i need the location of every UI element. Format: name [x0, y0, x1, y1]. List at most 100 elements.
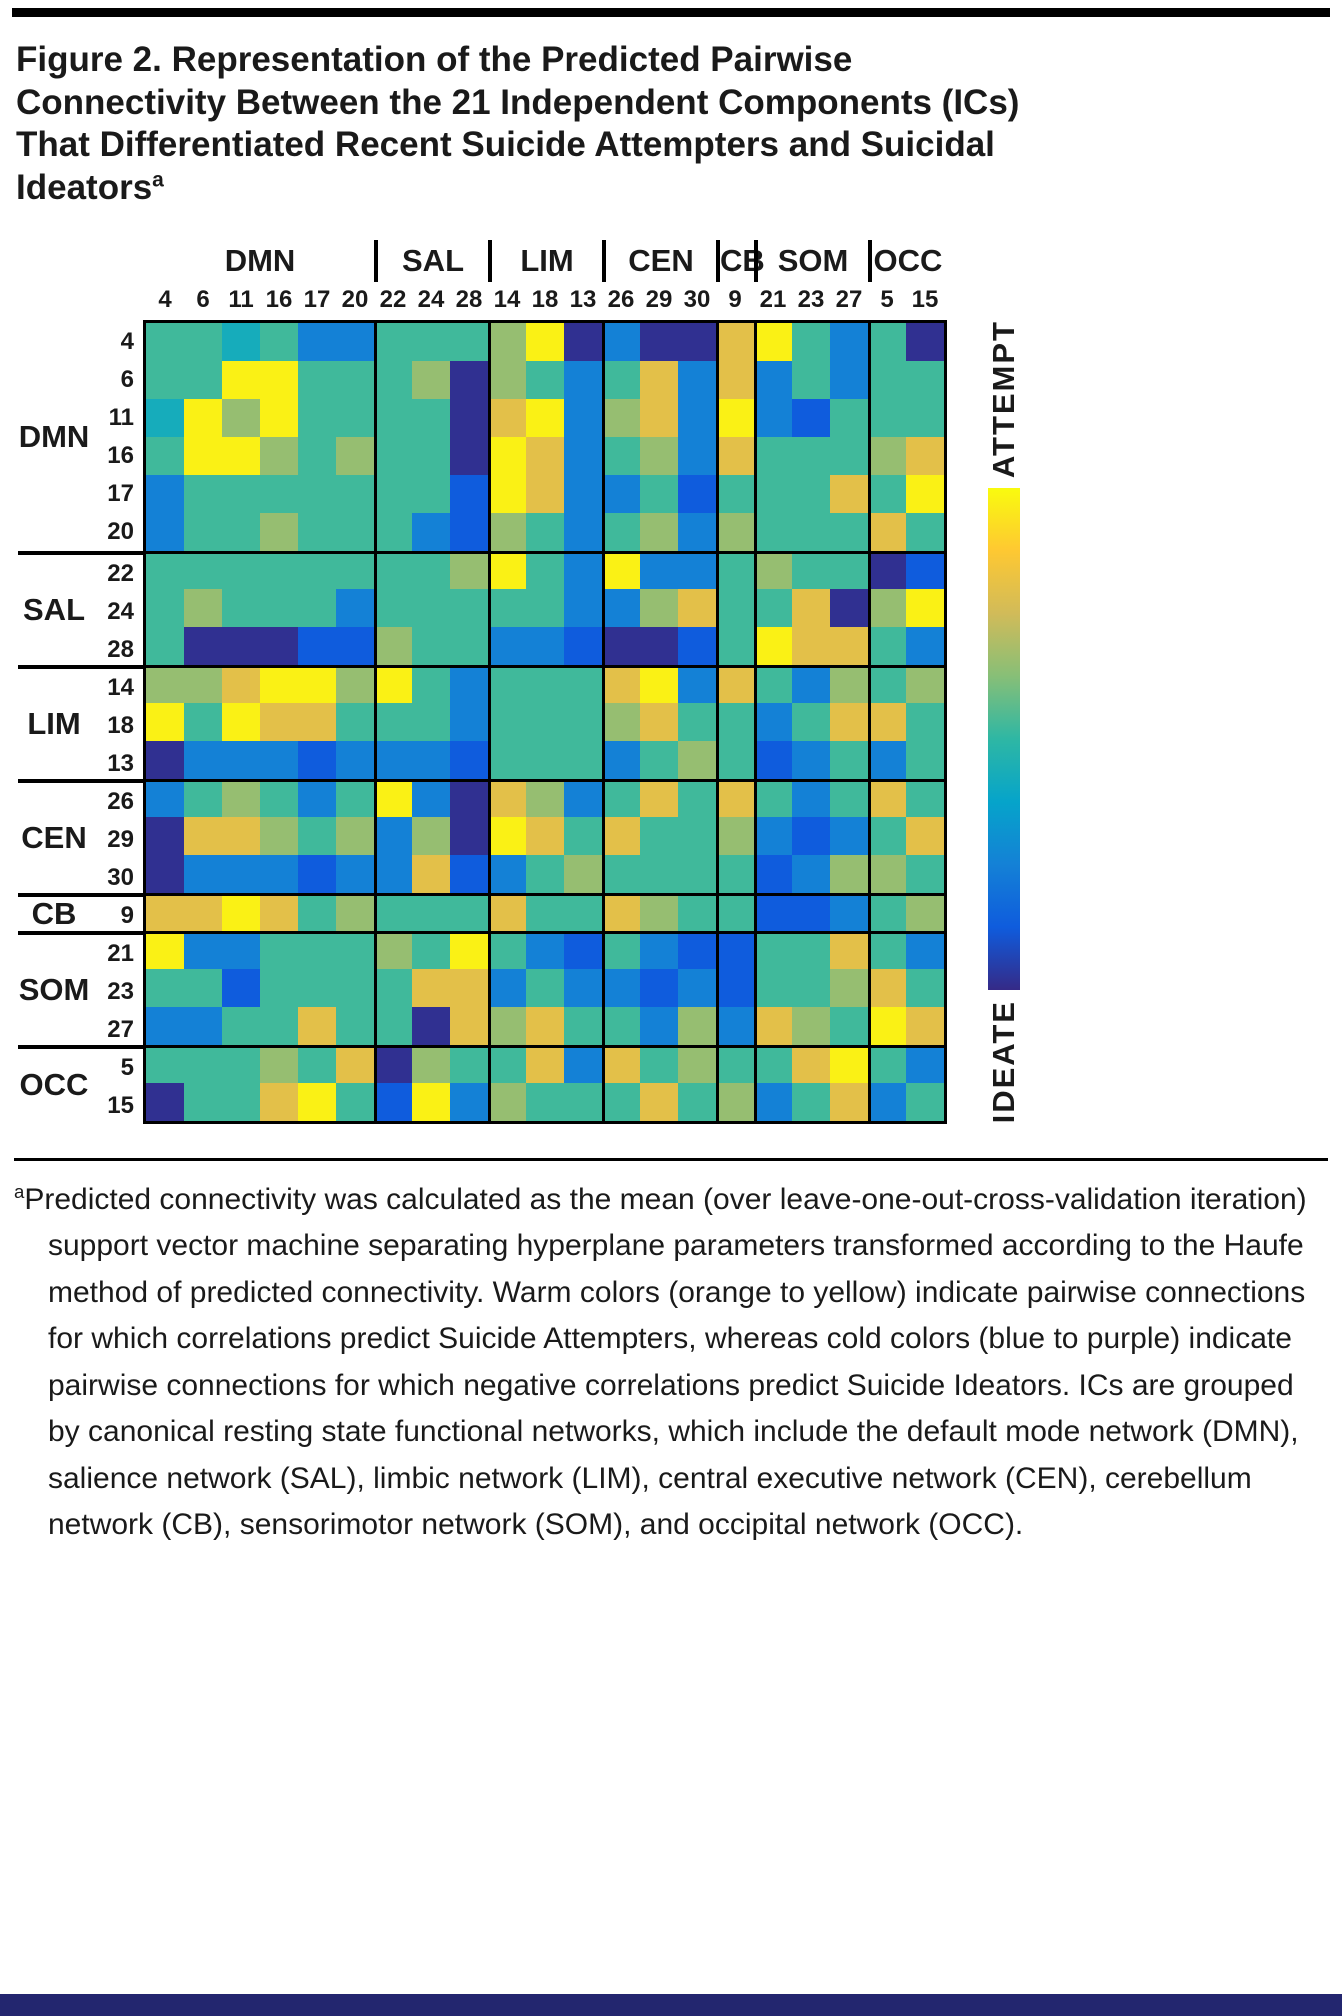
heatmap-cell	[678, 1082, 716, 1121]
column-group-label: SOM	[754, 239, 868, 282]
heatmap-cell	[792, 740, 830, 779]
heatmap-cell	[564, 778, 602, 817]
heatmap-cell	[412, 1082, 450, 1121]
row-group-label: OCC	[19, 1066, 89, 1102]
heatmap-cell	[792, 816, 830, 855]
heatmap-cell	[298, 398, 336, 437]
row-label: 16	[107, 441, 134, 469]
heatmap-cell	[830, 968, 868, 1007]
row-label: 4	[120, 327, 134, 355]
heatmap-cell	[298, 930, 336, 969]
heatmap-cell	[678, 1044, 716, 1083]
heatmap-cell	[716, 664, 754, 703]
heatmap-cell	[640, 322, 678, 361]
heatmap-cell	[298, 778, 336, 817]
heatmap-cell	[184, 322, 222, 361]
heatmap-cell	[564, 892, 602, 931]
heatmap-cell	[374, 1082, 412, 1121]
heatmap-cell	[868, 702, 906, 741]
heatmap-cell	[640, 360, 678, 399]
heatmap-cell	[374, 512, 412, 551]
column-labels: 4 6 11 16 17 20 22 24 28 14 18 13 26 29 30 9 21 23 27 5 15	[143, 282, 947, 320]
column-label: 24	[417, 285, 445, 313]
heatmap-cell	[222, 854, 260, 893]
heatmap-cell	[830, 360, 868, 399]
heatmap-cell	[260, 702, 298, 741]
heatmap-cell	[488, 968, 526, 1007]
column-label: 28	[455, 285, 483, 313]
heatmap-cell	[830, 1082, 868, 1121]
corner-spacer	[18, 236, 143, 282]
colorbar-ideate-label: IDEATE	[986, 1000, 1021, 1124]
heatmap-cell	[716, 588, 754, 627]
column-label: 20	[341, 285, 369, 313]
heatmap-cell	[412, 550, 450, 589]
heatmap-cell	[526, 778, 564, 817]
heatmap-cell	[488, 1044, 526, 1083]
heatmap-cell	[602, 892, 640, 931]
heatmap-cell	[374, 740, 412, 779]
heatmap-cell	[336, 702, 374, 741]
heatmap-cell	[640, 1044, 678, 1083]
row-label: 27	[107, 1015, 134, 1043]
heatmap-cell	[564, 512, 602, 551]
heatmap-cell	[488, 854, 526, 893]
row-group-numbers: 5 15	[90, 1049, 143, 1121]
heatmap-cell	[792, 778, 830, 817]
heatmap-cell	[602, 664, 640, 703]
heatmap-cell	[336, 892, 374, 931]
heatmap-cell	[868, 968, 906, 1007]
heatmap-cell	[868, 322, 906, 361]
heatmap-cell	[260, 778, 298, 817]
heatmap-cell	[526, 968, 564, 1007]
heatmap-cell	[146, 512, 184, 551]
heatmap-cell	[906, 588, 944, 627]
heatmap-cell	[374, 322, 412, 361]
heatmap-cell	[336, 968, 374, 1007]
heatmap-cell	[222, 816, 260, 855]
heatmap-cell	[374, 854, 412, 893]
heatmap-cell	[716, 474, 754, 513]
heatmap-cell	[526, 702, 564, 741]
heatmap-cell	[564, 740, 602, 779]
heatmap-cell	[564, 702, 602, 741]
heatmap-cell	[640, 512, 678, 551]
heatmap-cell	[716, 778, 754, 817]
heatmap-cell	[184, 436, 222, 475]
heatmap-cell	[412, 360, 450, 399]
heatmap-cell	[222, 398, 260, 437]
heatmap-cell	[222, 512, 260, 551]
heatmap-cell	[716, 740, 754, 779]
heatmap-cell	[184, 588, 222, 627]
heatmap-cell	[526, 1006, 564, 1045]
row-group-label: CB	[31, 895, 77, 931]
heatmap-cell	[792, 1082, 830, 1121]
heatmap-cell	[868, 626, 906, 665]
heatmap-cell	[336, 930, 374, 969]
heatmap-cell	[146, 778, 184, 817]
heatmap-cell	[222, 474, 260, 513]
row-label: 28	[107, 635, 134, 663]
heatmap-cell	[146, 474, 184, 513]
heatmap-cell	[260, 892, 298, 931]
heatmap-cell	[830, 740, 868, 779]
heatmap-cell	[868, 1006, 906, 1045]
footnote-marker: a	[14, 1180, 25, 1202]
heatmap-cell	[602, 1006, 640, 1045]
column-label: 9	[728, 285, 742, 313]
heatmap-cell	[526, 816, 564, 855]
row-group-numbers: 26 29 30	[90, 783, 143, 893]
heatmap-cell	[640, 1082, 678, 1121]
heatmap-cell	[146, 968, 184, 1007]
heatmap-cell	[526, 1082, 564, 1121]
figure-title-footnote-marker: a	[152, 168, 164, 192]
row-group-numbers: 4 6 11 16 17 20	[90, 323, 143, 551]
heatmap-cell	[906, 1082, 944, 1121]
heatmap-cell	[792, 892, 830, 931]
heatmap-cell	[906, 322, 944, 361]
heatmap-cell	[488, 702, 526, 741]
figure-title-line: Ideatorsa	[16, 167, 1328, 210]
heatmap-cell	[830, 550, 868, 589]
heatmap-cell	[374, 588, 412, 627]
heatmap-cell	[298, 854, 336, 893]
